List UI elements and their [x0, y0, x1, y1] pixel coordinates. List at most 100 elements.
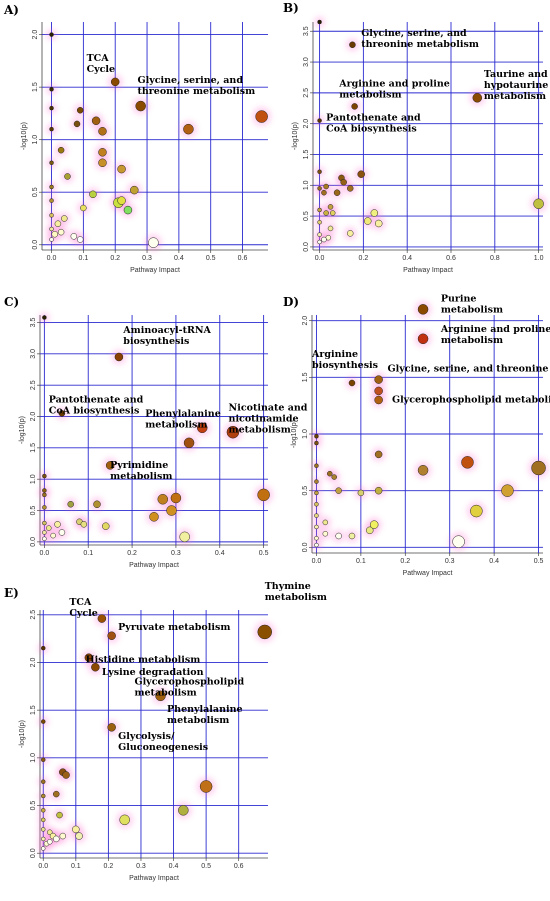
data-point [42, 492, 47, 498]
pathway-annotation: Histidine metabolism [86, 654, 201, 665]
data-point [70, 233, 78, 240]
data-point [314, 479, 319, 484]
pathway-annotation: biosynthesis [123, 336, 189, 347]
pathway-annotation: metabolism [265, 592, 327, 603]
y-tick-label: 3.0 [303, 57, 310, 67]
data-point [119, 814, 130, 826]
data-point [357, 170, 365, 178]
data-point [417, 304, 429, 315]
y-axis-label: -log10(p) [291, 420, 298, 448]
pathway-annotation: metabolism [441, 304, 503, 315]
data-point [49, 32, 54, 37]
data-point [335, 532, 342, 540]
pathway-annotation: TCA [69, 597, 92, 608]
data-point [374, 219, 383, 228]
y-tick-label: 2.0 [302, 316, 309, 326]
data-point [317, 207, 322, 213]
data-point [49, 198, 54, 203]
x-tick-label: 0.2 [359, 255, 369, 262]
y-axis-label: -log10(p) [21, 122, 28, 150]
data-point [105, 461, 115, 470]
data-point [49, 237, 54, 242]
x-tick-label: 0.2 [104, 863, 114, 870]
x-tick-label: 0.4 [489, 558, 499, 565]
y-tick-label: 2.5 [303, 88, 310, 98]
pathway-annotation: Thymine [265, 581, 311, 592]
pathway-annotation: Gluconeogenesis [118, 742, 208, 753]
pathway-annotation: metabolism [134, 687, 196, 698]
data-point [51, 230, 58, 238]
panel-4: D) 0.0 0.1 0.2 0.3 0.4 0.5 0.0 0.5 1.0 1.5 2.0 Pathw… [283, 293, 550, 577]
data-point [84, 653, 94, 662]
x-tick-label: 0.3 [445, 558, 455, 565]
data-point [75, 832, 83, 840]
data-point [170, 492, 182, 504]
pathway-annotation: Pantothenate and [326, 113, 421, 124]
data-point [314, 440, 319, 446]
x-tick-label: 0.5 [259, 550, 269, 557]
data-point [42, 315, 47, 320]
data-point [148, 237, 159, 248]
data-point [317, 186, 322, 191]
y-tick-label: 2.0 [303, 119, 310, 129]
data-point [47, 829, 53, 835]
data-point [327, 204, 334, 210]
data-point [314, 434, 319, 439]
data-point [42, 505, 47, 510]
data-point [374, 450, 383, 459]
data-point [370, 209, 379, 217]
x-tick-label: 0.2 [110, 255, 120, 262]
pathway-annotation: metabolism [484, 91, 546, 102]
data-point [322, 530, 329, 537]
pathway-annotation: Taurine and [484, 69, 548, 80]
data-point [41, 808, 46, 813]
x-tick-label: 0.1 [79, 255, 89, 262]
pathway-annotation: Glycerophospholipid metabolism [392, 394, 550, 405]
data-point [314, 463, 319, 468]
y-tick-label: 2.5 [30, 380, 37, 390]
data-point [417, 465, 429, 476]
y-tick-label: 2.5 [30, 610, 37, 620]
data-point [374, 386, 383, 396]
data-point [226, 425, 240, 439]
data-point [41, 779, 46, 784]
y-tick-label: 1.5 [30, 705, 37, 715]
data-point [321, 189, 327, 196]
pathway-annotation: metabolism [145, 420, 207, 431]
pathway-annotation: Pantothenate and [49, 395, 144, 406]
data-point [322, 519, 329, 526]
data-point [157, 494, 169, 505]
pathway-annotation: Phenylalanine [167, 704, 243, 715]
data-point [323, 183, 329, 190]
data-point [155, 690, 166, 702]
pathway-annotation: metabolism [229, 424, 291, 435]
x-tick-label: 0.0 [315, 255, 325, 262]
data-point [42, 530, 47, 535]
data-point [314, 542, 319, 548]
data-point [340, 178, 347, 186]
x-axis-label: Pathway Impact [403, 570, 453, 577]
panel-1: A) 0.0 0.1 0.2 0.3 0.4 0.5 0.6 0.0 0.5 1.0 1.5 2.0 Pa… [3, 3, 272, 274]
pathway-annotation: Glycine, serine, and [137, 75, 243, 86]
data-point [178, 805, 189, 816]
pathway-annotation: Pyruvate metabolism [118, 622, 230, 633]
x-tick-label: 0.4 [402, 255, 412, 262]
data-point [329, 210, 336, 216]
x-tick-label: 0.6 [238, 255, 248, 262]
data-point [107, 723, 116, 732]
data-point [348, 379, 356, 387]
pathway-annotation: nicotinamide [229, 413, 299, 424]
x-axis-label: Pathway Impact [130, 267, 180, 274]
data-point [317, 19, 322, 25]
data-point [54, 220, 62, 227]
data-point [374, 375, 383, 384]
y-tick-label: 2.0 [30, 657, 37, 667]
data-point [98, 127, 107, 136]
y-tick-label: 1.0 [30, 474, 37, 484]
pathway-annotation: Aminoacyl-tRNA [122, 325, 211, 336]
panel-label: C) [4, 295, 19, 309]
data-point [314, 536, 319, 541]
data-point [46, 525, 52, 531]
data-point [110, 77, 120, 87]
